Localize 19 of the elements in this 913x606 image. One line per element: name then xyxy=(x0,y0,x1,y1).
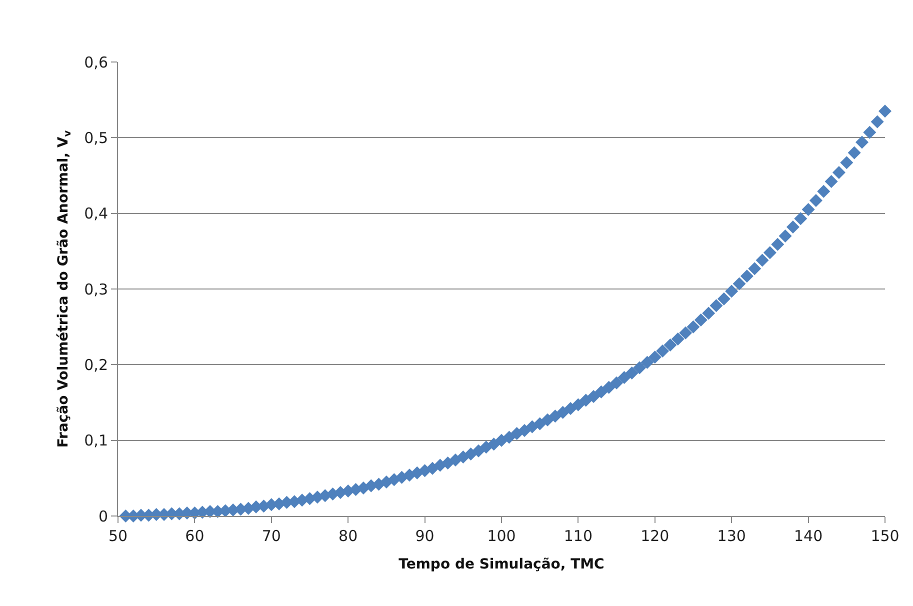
x-tick-label: 100 xyxy=(487,527,516,545)
y-tick-label: 0,2 xyxy=(84,356,108,374)
x-tick-label: 140 xyxy=(794,527,823,545)
x-tick-label: 80 xyxy=(338,527,358,545)
y-tick-label: 0,1 xyxy=(84,432,108,450)
x-tick-label: 130 xyxy=(717,527,746,545)
x-tick-label: 110 xyxy=(564,527,593,545)
x-tick-label: 60 xyxy=(185,527,204,545)
y-tick-label: 0,5 xyxy=(84,128,108,147)
y-tick-label: 0,6 xyxy=(84,53,108,72)
x-axis-title: Tempo de Simulação, TMC xyxy=(398,556,604,572)
x-tick-label: 90 xyxy=(415,527,434,545)
y-tick-label: 0,4 xyxy=(84,204,108,223)
x-tick-label: 120 xyxy=(640,527,670,545)
x-tick-label: 150 xyxy=(870,527,900,545)
x-tick-label: 50 xyxy=(108,527,128,545)
x-tick-label: 70 xyxy=(262,527,281,545)
y-tick-label: 0 xyxy=(98,507,108,526)
y-tick-label: 0,3 xyxy=(84,280,108,298)
